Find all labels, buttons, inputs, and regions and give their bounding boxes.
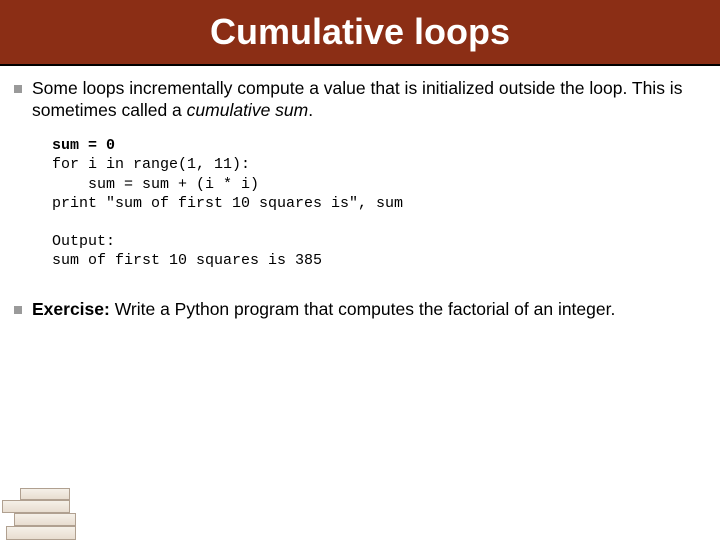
slide-content: Some loops incrementally compute a value… xyxy=(0,66,720,321)
corner-books-decoration xyxy=(0,480,90,540)
title-bar: Cumulative loops xyxy=(0,0,720,66)
code-line-1: sum = 0 xyxy=(52,137,115,154)
bullet-2-bold: Exercise: xyxy=(32,299,110,319)
bullet-marker xyxy=(14,306,22,314)
output-block: Output: sum of first 10 squares is 385 xyxy=(52,232,712,271)
code-line-4: print "sum of first 10 squares is", sum xyxy=(52,195,403,212)
bullet-marker xyxy=(14,85,22,93)
bullet-1-emphasis: cumulative sum xyxy=(187,100,309,120)
slide-title: Cumulative loops xyxy=(210,11,510,53)
bullet-item: Some loops incrementally compute a value… xyxy=(8,78,712,122)
output-line: sum of first 10 squares is 385 xyxy=(52,252,322,269)
bullet-item: Exercise: Write a Python program that co… xyxy=(8,299,712,321)
code-line-2: for i in range(1, 11): xyxy=(52,156,250,173)
code-line-3: sum = sum + (i * i) xyxy=(52,176,259,193)
bullet-1-suffix: . xyxy=(308,100,313,120)
bullet-2-rest: Write a Python program that computes the… xyxy=(110,299,616,319)
bullet-1-prefix: Some loops incrementally compute a value… xyxy=(32,78,682,120)
bullet-text-2: Exercise: Write a Python program that co… xyxy=(32,299,615,321)
output-label: Output: xyxy=(52,233,115,250)
bullet-text-1: Some loops incrementally compute a value… xyxy=(32,78,712,122)
code-block: sum = 0 for i in range(1, 11): sum = sum… xyxy=(52,136,712,214)
